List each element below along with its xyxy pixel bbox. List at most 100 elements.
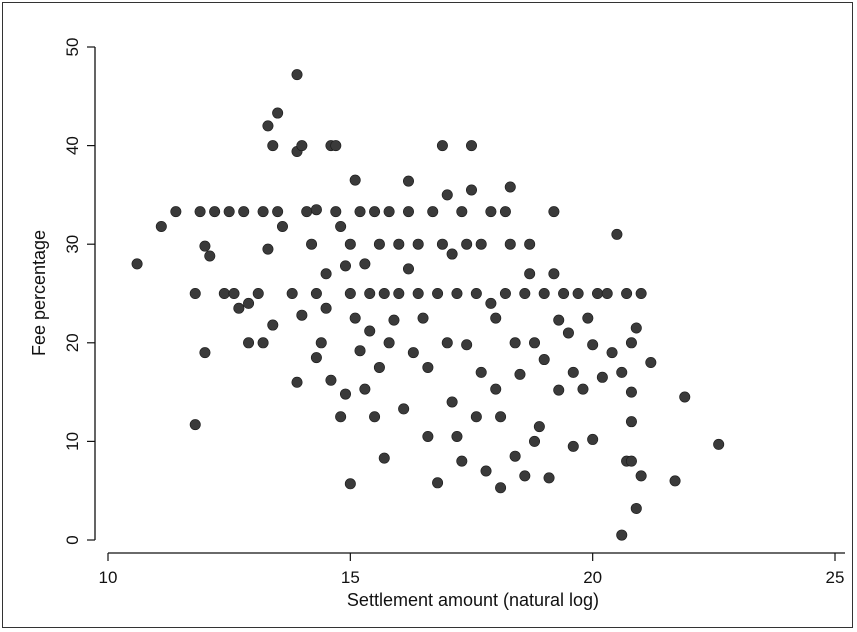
data-point	[339, 388, 351, 400]
data-point	[465, 140, 477, 152]
data-point	[635, 287, 647, 299]
data-point	[335, 220, 347, 232]
data-point	[344, 478, 356, 490]
data-point	[475, 366, 487, 378]
data-point	[378, 452, 390, 464]
data-point	[562, 327, 574, 339]
data-point	[373, 361, 385, 373]
data-point	[388, 314, 400, 326]
data-point	[402, 175, 414, 187]
data-point	[223, 206, 235, 218]
data-point	[291, 69, 303, 81]
data-point	[495, 411, 507, 423]
data-point	[548, 206, 560, 218]
data-point	[606, 347, 618, 359]
data-point	[339, 260, 351, 272]
data-point	[436, 238, 448, 250]
data-point	[243, 297, 255, 309]
data-point	[257, 206, 269, 218]
data-point	[611, 228, 623, 240]
data-point	[504, 238, 516, 250]
data-point	[524, 268, 536, 280]
data-point	[514, 368, 526, 380]
data-point	[543, 472, 555, 484]
data-point	[310, 352, 322, 364]
data-point	[625, 455, 637, 467]
data-point	[601, 287, 613, 299]
data-point	[330, 140, 342, 152]
data-point	[625, 386, 637, 398]
data-point	[417, 312, 429, 324]
data-point	[189, 419, 201, 431]
data-point	[257, 337, 269, 349]
data-point	[291, 376, 303, 388]
data-point	[538, 287, 550, 299]
data-point	[630, 502, 642, 514]
data-point	[422, 361, 434, 373]
data-point	[189, 287, 201, 299]
data-point	[499, 287, 511, 299]
data-point	[243, 337, 255, 349]
data-point	[504, 181, 516, 193]
data-point	[456, 206, 468, 218]
data-point	[436, 140, 448, 152]
data-point	[378, 287, 390, 299]
data-point	[412, 287, 424, 299]
data-point	[558, 287, 570, 299]
x-axis-label: Settlement amount (natural log)	[347, 590, 599, 610]
data-point	[402, 206, 414, 218]
data-point	[475, 238, 487, 250]
data-point	[272, 107, 284, 119]
data-point	[441, 337, 453, 349]
data-point	[485, 297, 497, 309]
data-point	[490, 312, 502, 324]
data-point	[364, 325, 376, 337]
data-point	[451, 430, 463, 442]
data-point	[461, 339, 473, 351]
data-point	[359, 383, 371, 395]
data-point	[330, 206, 342, 218]
data-point	[170, 206, 182, 218]
data-point	[262, 243, 274, 255]
data-point	[325, 374, 337, 386]
data-point	[422, 430, 434, 442]
data-point	[364, 287, 376, 299]
data-point	[209, 206, 221, 218]
data-point	[252, 287, 264, 299]
data-point	[645, 357, 657, 369]
y-tick-label: 40	[63, 136, 82, 155]
data-point	[567, 440, 579, 452]
data-point	[630, 322, 642, 334]
data-point	[306, 238, 318, 250]
data-point	[238, 206, 250, 218]
data-point	[432, 287, 444, 299]
data-point	[369, 206, 381, 218]
data-point	[349, 174, 361, 186]
data-point	[621, 287, 633, 299]
data-point	[635, 470, 647, 482]
data-point	[553, 314, 565, 326]
data-point	[577, 383, 589, 395]
data-point	[679, 391, 691, 403]
data-point	[402, 263, 414, 275]
data-point	[204, 250, 216, 262]
data-point	[461, 238, 473, 250]
y-tick-label: 50	[63, 38, 82, 57]
data-point	[286, 287, 298, 299]
data-point	[713, 438, 725, 450]
data-point	[267, 319, 279, 331]
data-point	[669, 475, 681, 487]
data-point	[616, 366, 628, 378]
data-point	[441, 189, 453, 201]
data-point	[587, 339, 599, 351]
data-point	[490, 383, 502, 395]
data-point	[267, 140, 279, 152]
data-point	[320, 302, 332, 314]
data-point	[218, 287, 230, 299]
data-point	[228, 287, 240, 299]
data-point	[572, 287, 584, 299]
data-point	[533, 421, 545, 433]
data-point	[553, 384, 565, 396]
data-point	[359, 258, 371, 270]
